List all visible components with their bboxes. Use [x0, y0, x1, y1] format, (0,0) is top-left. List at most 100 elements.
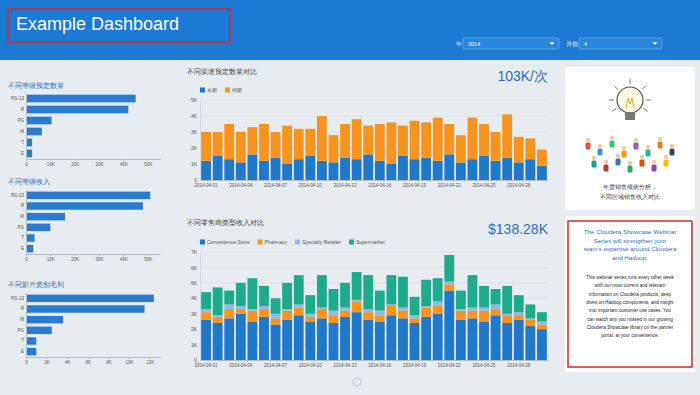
bar [398, 156, 408, 180]
bar [26, 295, 154, 302]
bulb-ray [646, 100, 651, 101]
bar [375, 315, 385, 321]
bar [363, 154, 373, 180]
filter-dropdown[interactable] [579, 38, 662, 49]
tick-label: 4K [65, 360, 71, 365]
axis-line [201, 360, 549, 361]
filter-dropdown[interactable] [463, 38, 559, 49]
legend-swatch [200, 240, 205, 245]
tick-label: 30K [96, 162, 104, 167]
filter-value[interactable]: 4 [584, 41, 587, 47]
tick-label: 3K [191, 311, 198, 317]
bar [294, 159, 304, 180]
axis-line [26, 94, 27, 160]
tick-label: 1K [191, 342, 198, 348]
tick-label: 6K [191, 265, 198, 271]
tick-label: 2014-04-07 [264, 183, 288, 188]
tick-label: 2014-04-04 [229, 183, 253, 188]
bar [456, 320, 466, 360]
bar [201, 312, 211, 320]
tick-mark [26, 254, 27, 256]
tick: 2014-04-04 [229, 360, 253, 368]
chart-title: 不同等级预定数量 [8, 82, 64, 89]
tick-mark [50, 254, 51, 256]
plot-area [26, 95, 136, 158]
tick: 6K [191, 265, 200, 271]
axis-line [27, 159, 161, 160]
tick-label: 40K [120, 162, 128, 167]
bar [26, 192, 150, 199]
kpi-value: $138.28K [488, 221, 549, 237]
filter-value[interactable]: 2014 [468, 41, 480, 47]
axis: PG-13RMPGTE [11, 294, 27, 358]
tick: 2014-04-28 [507, 180, 531, 188]
grid [200, 100, 548, 180]
bar [525, 320, 535, 326]
tick-label: 2K [44, 360, 50, 365]
tick: 3K [191, 311, 200, 317]
pager-dot[interactable] [353, 378, 361, 386]
bar [294, 315, 304, 360]
bar [329, 311, 339, 316]
tick: 8K [106, 357, 112, 365]
bar [259, 317, 269, 360]
bar [213, 132, 223, 156]
legend-swatch [295, 240, 300, 245]
panel-body: information on Cloudera products, deep [589, 292, 672, 297]
bar [271, 158, 281, 180]
bar [352, 119, 362, 159]
bar [329, 162, 339, 180]
legend-swatch [200, 88, 205, 93]
tick-label: 2014-04-25 [473, 183, 497, 188]
bar [433, 314, 443, 360]
bar [514, 320, 524, 360]
tick: 0 [25, 254, 28, 262]
bar [282, 320, 292, 360]
tick: 2K [191, 326, 200, 332]
bulb-ray [612, 109, 616, 112]
bar [236, 132, 246, 162]
tick-label: 2K [191, 145, 198, 151]
tick: 30K [96, 159, 104, 167]
tick-mark [99, 254, 100, 256]
bar [410, 159, 420, 180]
kpi-value: 103K/次 [497, 68, 548, 84]
tick-label: 2014-04-01 [195, 363, 219, 368]
bar [444, 124, 454, 154]
bar [444, 291, 454, 360]
tick-mark [75, 254, 76, 256]
tick: 2K [44, 357, 50, 365]
bar [213, 287, 223, 315]
plot-area [201, 255, 547, 360]
bar [386, 275, 396, 304]
bar [525, 318, 535, 320]
person-body [670, 149, 675, 156]
bar [502, 114, 512, 157]
bar [398, 126, 408, 156]
bulb-filament [626, 98, 634, 108]
tick-label: 2014-04-01 [195, 183, 219, 188]
person-head [634, 138, 638, 142]
tick-label: 2014-04-25 [473, 363, 497, 368]
bar [468, 308, 478, 311]
plot-area [26, 295, 154, 356]
bar [433, 118, 443, 161]
bar [201, 161, 211, 180]
person-body [604, 165, 609, 172]
bar [317, 318, 327, 360]
axis-line [201, 180, 549, 181]
bar [479, 124, 489, 156]
tick-label: E [21, 246, 24, 251]
bar [259, 286, 269, 306]
bar [236, 314, 246, 360]
tick-label: 20K [71, 162, 79, 167]
grid-line [200, 116, 548, 117]
legend-label: 同期 [232, 87, 242, 93]
chart: 不同等级收入PG-13RMPGTE010K20K30K40K50K [8, 178, 161, 262]
bar [398, 277, 408, 308]
panel-caption: 年度销售绩效分析， [603, 183, 657, 190]
dashboard: Example Dashboard年2014月份4不同等级预定数量PG-13RP… [0, 0, 700, 395]
tick-label: 2014-04-13 [334, 363, 358, 368]
person-body [658, 142, 663, 149]
bar [375, 291, 385, 311]
